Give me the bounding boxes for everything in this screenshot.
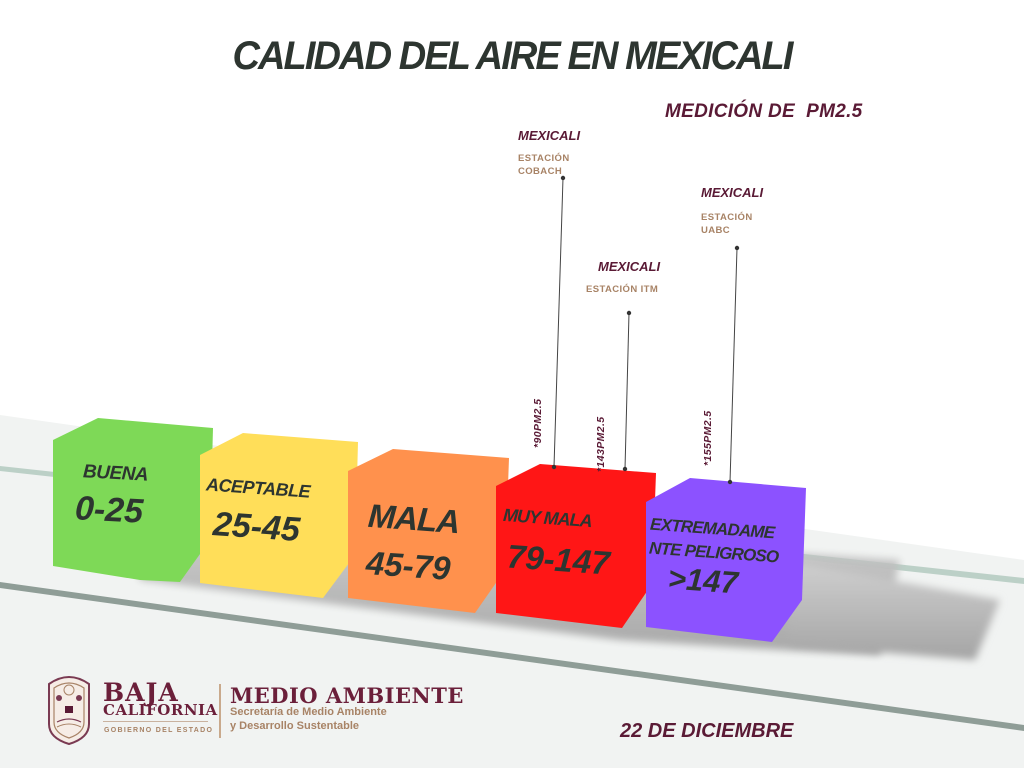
category-label-mala: MALA [366,496,461,541]
reading-cobach: *90PM2.5 [532,398,544,448]
logo-agency-sub2: y Desarrollo Sustentable [230,720,359,732]
logo-state-line2: CALIFORNIA [103,701,218,719]
station-city: MEXICALI [701,185,764,200]
station-name-line1: ESTACIÓN [518,153,570,164]
reading-uabc: *155PM2.5 [702,410,714,466]
station-city: MEXICALI [518,128,581,143]
cube-muy-mala [496,464,656,628]
report-date: 22 DE DICIEMBRE [620,720,794,742]
logo-agency-sub1: Secretaría de Medio Ambiente [230,706,387,718]
category-range-extremadamente: >147 [666,560,739,601]
station-cobach: MEXICALI ESTACIÓN COBACH [518,128,580,178]
station-name-line2: UABC [701,225,731,236]
cube-buena [53,418,213,582]
station-name-line1: ESTACIÓN [701,212,753,223]
cube-mala [348,449,509,613]
category-range-mala: 45-79 [364,544,452,587]
station-name-line1: ESTACIÓN ITM [586,284,659,295]
logo-state-line1: BAJA [103,678,179,707]
station-uabc: MEXICALI ESTACIÓN UABC [701,185,763,237]
cube-extremadamente-peligroso [646,478,806,642]
logo-separator [219,684,221,738]
cube-aceptable [200,433,358,598]
station-name-line2: COBACH [518,166,563,177]
logo-divider [103,721,208,722]
category-range-muy-mala: 79-147 [505,537,611,582]
station-itm: ESTACIÓN ITM [586,283,658,296]
state-crest-icon [43,672,95,746]
page-title: CALIDAD DEL AIRE EN MEXICALI [232,34,793,78]
logo-government: GOBIERNO DEL ESTADO [104,727,214,734]
station-city: MEXICALI [598,259,661,274]
measurement-subtitle: MEDICIÓN DE PM2.5 [665,101,863,122]
logo-agency: MEDIO AMBIENTE [230,683,464,708]
category-label-buena: BUENA [82,461,149,486]
category-range-aceptable: 25-45 [211,505,302,549]
category-range-buena: 0-25 [74,489,145,531]
station-itm-city-wrap: MEXICALI [598,259,660,274]
reading-itm: *143PM2.5 [595,416,607,472]
